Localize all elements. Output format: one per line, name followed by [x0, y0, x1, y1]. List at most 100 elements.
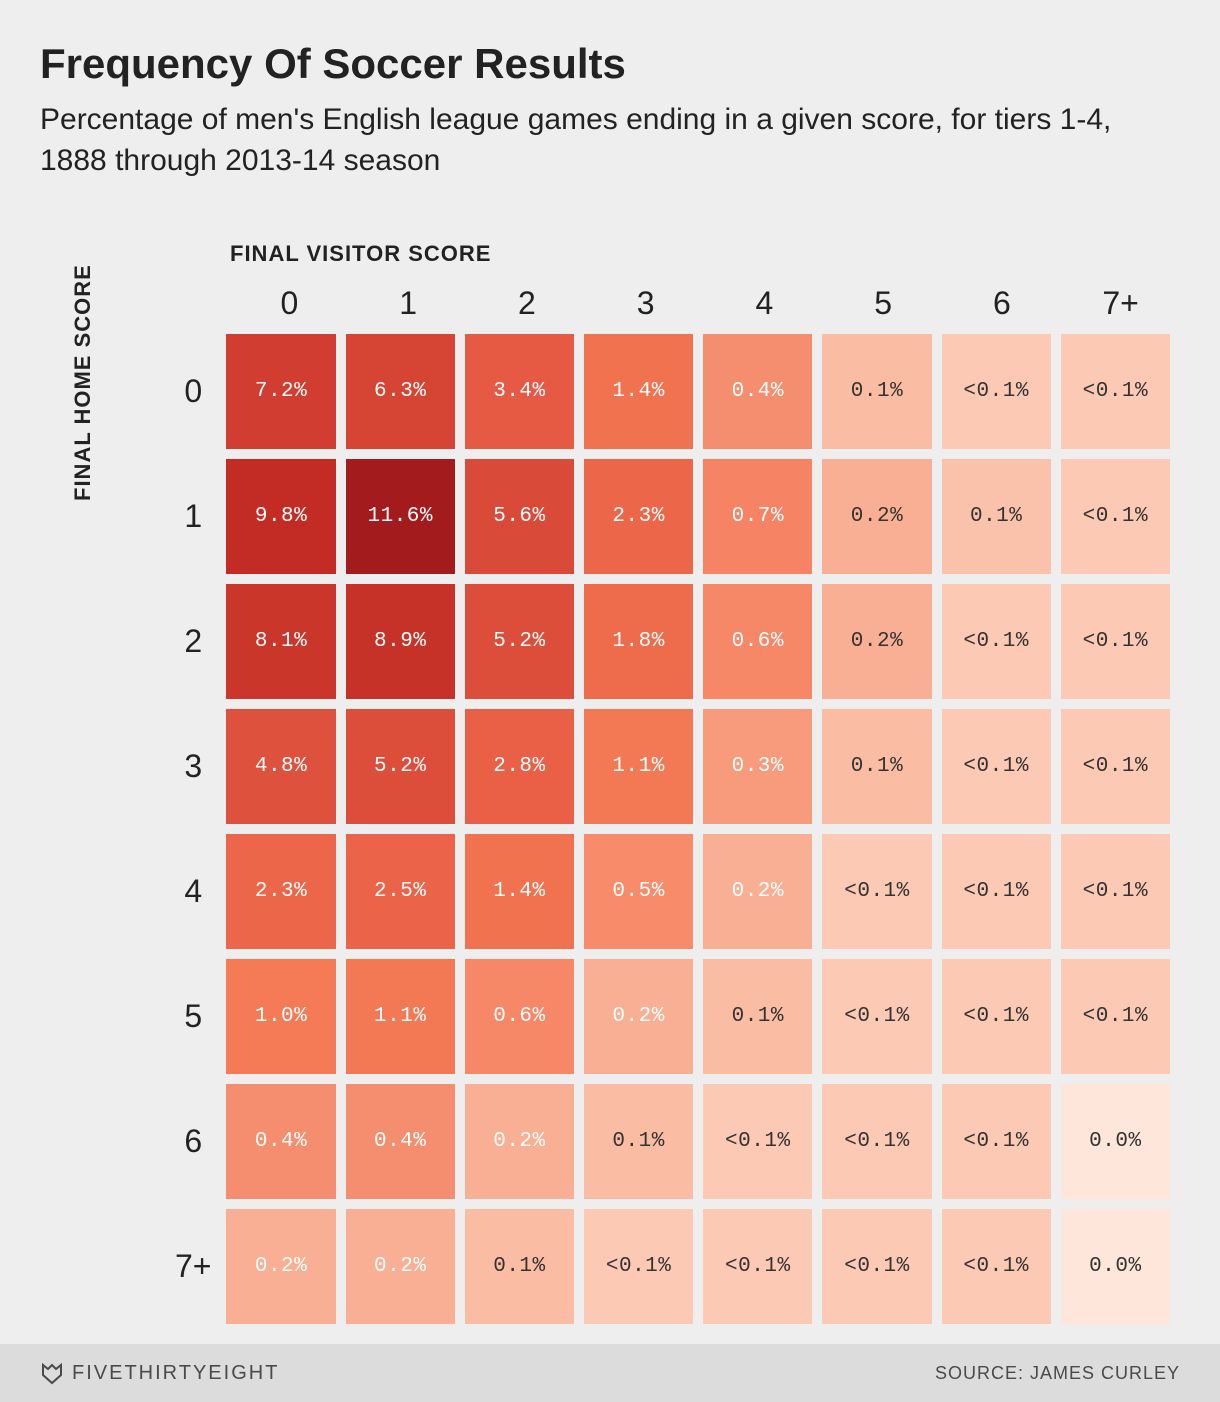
heatmap-cell: <0.1%	[822, 959, 931, 1074]
column-header: 4	[705, 285, 824, 322]
heatmap-cell: <0.1%	[942, 709, 1051, 824]
heatmap-cell: <0.1%	[1061, 334, 1170, 449]
heatmap-cell: <0.1%	[942, 584, 1051, 699]
heatmap-cell: 1.1%	[584, 709, 693, 824]
column-header: 0	[230, 285, 349, 322]
row-header: 5	[160, 998, 226, 1035]
heatmap-cell: 0.2%	[703, 834, 812, 949]
heatmap-cell: 8.9%	[346, 584, 455, 699]
heatmap-cell: 0.6%	[465, 959, 574, 1074]
heatmap-cell: 8.1%	[226, 584, 335, 699]
heatmap-cell: <0.1%	[942, 834, 1051, 949]
heatmap-cell: 0.2%	[346, 1209, 455, 1324]
heatmap-cell: <0.1%	[942, 1084, 1051, 1199]
heatmap-cell: 0.7%	[703, 459, 812, 574]
heatmap-cell: 0.2%	[465, 1084, 574, 1199]
row-header: 2	[160, 623, 226, 660]
heatmap-cell: 1.4%	[584, 334, 693, 449]
heatmap-cell: <0.1%	[584, 1209, 693, 1324]
heatmap-cell: 0.2%	[822, 584, 931, 699]
column-header: 1	[349, 285, 468, 322]
heatmap-cell: <0.1%	[942, 959, 1051, 1074]
heatmap-cell: <0.1%	[1061, 459, 1170, 574]
heatmap-cell: 0.4%	[226, 1084, 335, 1199]
heatmap-row: 34.8%5.2%2.8%1.1%0.3%0.1%<0.1%<0.1%	[160, 709, 1180, 824]
heatmap-cell: 2.5%	[346, 834, 455, 949]
row-header: 7+	[160, 1248, 226, 1285]
heatmap-cell: 2.3%	[226, 834, 335, 949]
heatmap-cell: <0.1%	[822, 1084, 931, 1199]
heatmap-cell: 0.2%	[584, 959, 693, 1074]
heatmap-cell: 1.0%	[226, 959, 335, 1074]
heatmap-cell: 1.1%	[346, 959, 455, 1074]
heatmap-row: 19.8%11.6%5.6%2.3%0.7%0.2%0.1%<0.1%	[160, 459, 1180, 574]
footer-source: SOURCE: JAMES CURLEY	[935, 1363, 1180, 1384]
heatmap-cell: 5.2%	[346, 709, 455, 824]
heatmap-cell: <0.1%	[942, 334, 1051, 449]
heatmap-cell: <0.1%	[703, 1084, 812, 1199]
heatmap-cell: 0.0%	[1061, 1209, 1170, 1324]
heatmap-cell: 0.2%	[226, 1209, 335, 1324]
heatmap-cell: 0.1%	[822, 334, 931, 449]
heatmap-cell: <0.1%	[1061, 709, 1170, 824]
heatmap-cell: 0.1%	[822, 709, 931, 824]
row-header: 6	[160, 1123, 226, 1160]
heatmap-cell: 0.1%	[584, 1084, 693, 1199]
heatmap-cell: <0.1%	[822, 1209, 931, 1324]
heatmap-cell: <0.1%	[822, 834, 931, 949]
heatmap-cell: 0.6%	[703, 584, 812, 699]
heatmap-row: 28.1%8.9%5.2%1.8%0.6%0.2%<0.1%<0.1%	[160, 584, 1180, 699]
row-header: 3	[160, 748, 226, 785]
heatmap-row: 07.2%6.3%3.4%1.4%0.4%0.1%<0.1%<0.1%	[160, 334, 1180, 449]
row-header: 1	[160, 498, 226, 535]
footer-brand: FIVETHIRTYEIGHT	[40, 1361, 279, 1385]
heatmap-cell: 4.8%	[226, 709, 335, 824]
heatmap-cell: 11.6%	[346, 459, 455, 574]
column-header: 5	[824, 285, 943, 322]
heatmap-row: 51.0%1.1%0.6%0.2%0.1%<0.1%<0.1%<0.1%	[160, 959, 1180, 1074]
heatmap-cell: 0.2%	[822, 459, 931, 574]
column-headers-row: 01234567+	[230, 285, 1180, 322]
chart-container: Frequency Of Soccer Results Percentage o…	[0, 0, 1220, 1324]
heatmap-cell: 0.3%	[703, 709, 812, 824]
heatmap-cell: <0.1%	[1061, 959, 1170, 1074]
heatmap-cell: <0.1%	[1061, 584, 1170, 699]
column-header: 7+	[1061, 285, 1180, 322]
heatmap-cell: 1.8%	[584, 584, 693, 699]
heatmap-cell: 2.8%	[465, 709, 574, 824]
heatmap-row: 42.3%2.5%1.4%0.5%0.2%<0.1%<0.1%<0.1%	[160, 834, 1180, 949]
heatmap-cell: 0.5%	[584, 834, 693, 949]
heatmap-cell: 0.0%	[1061, 1084, 1170, 1199]
footer-bar: FIVETHIRTYEIGHT SOURCE: JAMES CURLEY	[0, 1344, 1220, 1402]
heatmap-cell: 2.3%	[584, 459, 693, 574]
heatmap-cell: 9.8%	[226, 459, 335, 574]
heatmap-cell: 5.6%	[465, 459, 574, 574]
heatmap-cell: 3.4%	[465, 334, 574, 449]
heatmap-cell: 1.4%	[465, 834, 574, 949]
heatmap-cell: <0.1%	[703, 1209, 812, 1324]
y-axis-title: FINAL HOME SCORE	[70, 264, 96, 501]
row-header: 4	[160, 873, 226, 910]
column-header: 6	[943, 285, 1062, 322]
heatmap-row: 7+0.2%0.2%0.1%<0.1%<0.1%<0.1%<0.1%0.0%	[160, 1209, 1180, 1324]
heatmap-cell: 0.1%	[465, 1209, 574, 1324]
heatmap-cell: 0.4%	[346, 1084, 455, 1199]
chart-subtitle: Percentage of men's English league games…	[40, 100, 1180, 181]
fox-icon	[40, 1361, 64, 1385]
x-axis-title: FINAL VISITOR SCORE	[230, 241, 1180, 267]
heatmap-grid: 07.2%6.3%3.4%1.4%0.4%0.1%<0.1%<0.1%19.8%…	[160, 334, 1180, 1324]
heatmap-row: 60.4%0.4%0.2%0.1%<0.1%<0.1%<0.1%0.0%	[160, 1084, 1180, 1199]
heatmap-cell: 0.4%	[703, 334, 812, 449]
heatmap-area: FINAL HOME SCORE FINAL VISITOR SCORE 012…	[40, 221, 1180, 1324]
heatmap-cell: <0.1%	[1061, 834, 1170, 949]
heatmap-cell: 0.1%	[942, 459, 1051, 574]
heatmap-cell: <0.1%	[942, 1209, 1051, 1324]
heatmap-cell: 6.3%	[346, 334, 455, 449]
column-header: 2	[468, 285, 587, 322]
column-header: 3	[586, 285, 705, 322]
heatmap-cell: 7.2%	[226, 334, 335, 449]
footer-brand-text: FIVETHIRTYEIGHT	[72, 1362, 279, 1385]
heatmap-cell: 5.2%	[465, 584, 574, 699]
chart-title: Frequency Of Soccer Results	[40, 40, 1180, 88]
heatmap-cell: 0.1%	[703, 959, 812, 1074]
